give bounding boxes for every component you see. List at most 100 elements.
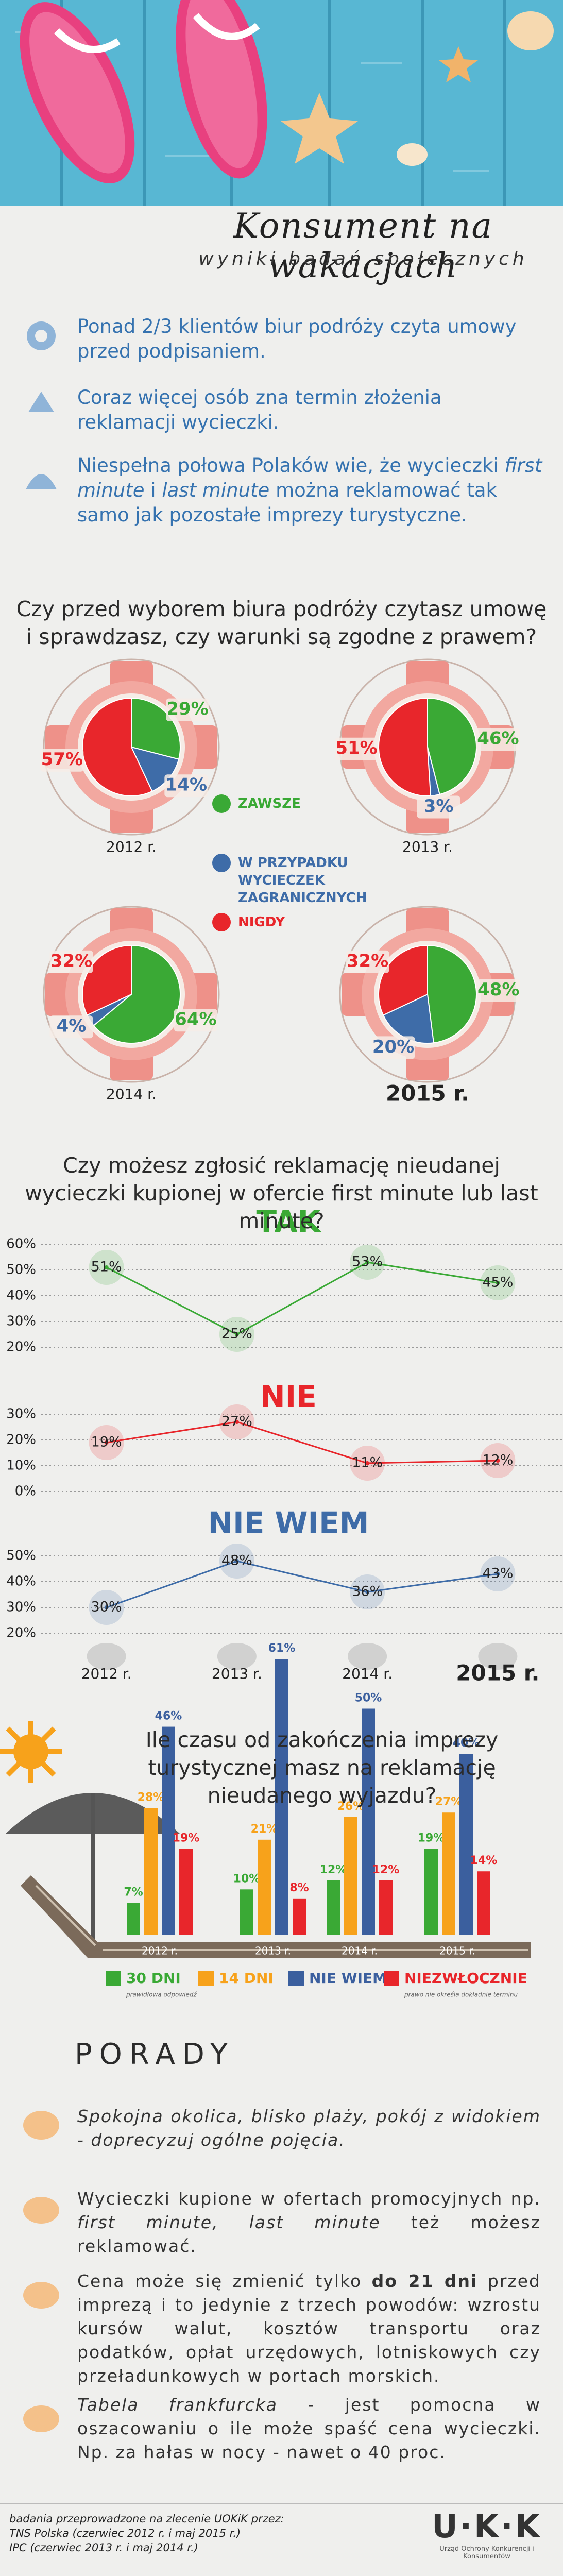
value-label: 8% — [289, 1882, 309, 1894]
tip-text: - jest pomocna w oszacowaniu o ile może … — [77, 2395, 541, 2462]
logo-mark: U·K·K — [432, 2507, 542, 2545]
bar — [127, 1903, 140, 1935]
value-label: 50% — [355, 1692, 382, 1705]
y-tick-label: 30% — [6, 1600, 36, 1615]
bar — [477, 1871, 490, 1935]
shell-icon — [87, 1643, 126, 1670]
y-tick-label: 60% — [6, 1236, 36, 1252]
point — [234, 1420, 239, 1424]
point — [104, 1605, 109, 1609]
label-bg — [49, 950, 93, 973]
footer-line: IPC (czerwiec 2013 r. i maj 2014 r.) — [9, 2541, 198, 2554]
fact: Ponad 2/3 klientów biur podróży czyta um… — [77, 314, 546, 364]
label-bg — [346, 950, 389, 973]
line — [106, 1261, 498, 1335]
fact-text: Niespełna połowa Polaków wie, że wyciecz… — [77, 454, 499, 477]
line — [106, 1560, 498, 1608]
label-bg — [476, 728, 520, 751]
value-label: 12% — [372, 1863, 400, 1876]
legend-label: ZAWSZE — [238, 796, 301, 811]
tip-text: do 21 dni — [371, 2271, 478, 2291]
bar — [442, 1812, 455, 1935]
x-tick-label: 2015 r. — [456, 1660, 539, 1686]
label-bg — [335, 737, 379, 760]
point — [496, 1572, 500, 1576]
ring — [43, 906, 220, 1083]
y-tick-label: 0% — [15, 1484, 36, 1499]
pie-slice — [427, 944, 477, 1044]
value-label: 51% — [91, 1259, 122, 1275]
tip-text: przed imprezą i to jedynie z trzech powo… — [77, 2271, 541, 2386]
legend-label: 30 DNI — [126, 1970, 181, 1987]
legend-swatch — [384, 1971, 399, 1986]
question: Ile czasu od zakończenia imprezy turysty… — [145, 1727, 499, 1808]
ring — [43, 658, 220, 836]
year-label: 2014 r. — [106, 1086, 157, 1103]
legend-label: W PRZYPADKU WYCIECZEK ZAGRANICZNYCH — [238, 855, 367, 906]
bar — [424, 1849, 438, 1935]
bar — [379, 1880, 393, 1935]
y-tick-label: 40% — [6, 1574, 36, 1589]
value-label: 53% — [352, 1254, 383, 1270]
legend-note: prawidłowa odpowiedź — [126, 1991, 197, 1998]
tip-text: Cena może się zmienić tylko — [77, 2271, 362, 2291]
panel-title: NIE — [260, 1379, 317, 1414]
y-tick-label: 40% — [6, 1288, 36, 1303]
fact: Coraz więcej osób zna termin złożenia re… — [77, 385, 546, 435]
value-label: 64% — [175, 1009, 216, 1030]
point — [496, 1281, 500, 1285]
tip-icons — [23, 2111, 59, 2432]
point — [104, 1440, 109, 1445]
tip-text: Wycieczki kupione w ofertach promocyjnyc… — [77, 2189, 541, 2209]
value-label: 32% — [347, 951, 388, 971]
bar — [240, 1889, 253, 1935]
bar — [344, 1817, 357, 1935]
tip-text: Spokojna okolica, blisko plaży, pokój z … — [77, 2106, 541, 2150]
bar — [459, 1754, 473, 1935]
legend-note: prawo nie określa dokładnie terminu — [404, 1991, 518, 1998]
value-label: 43% — [482, 1566, 513, 1582]
value-label: 7% — [124, 1886, 143, 1899]
tip: Cena może się zmienić tylko do 21 dni pr… — [77, 2269, 541, 2388]
tip-text: Tabela frankfurcka — [77, 2395, 278, 2415]
line — [106, 1421, 498, 1464]
point — [234, 1332, 239, 1336]
question: Czy przed wyborem biura podróży czytasz … — [16, 597, 547, 649]
tip: Spokojna okolica, blisko plaży, pokój z … — [77, 2105, 541, 2152]
label-bg — [164, 774, 208, 798]
value-label: 48% — [477, 979, 519, 1000]
bar — [179, 1849, 193, 1935]
legend-label: NIGDY — [238, 914, 285, 930]
label-bg — [40, 749, 84, 772]
bar — [327, 1880, 340, 1935]
value-label: 14% — [165, 775, 207, 795]
value-label: 36% — [352, 1584, 383, 1600]
value-label: 51% — [335, 738, 377, 758]
legend-swatch — [106, 1971, 121, 1986]
title: Konsument na wakacjach — [233, 206, 493, 285]
value-label: 46% — [477, 728, 519, 749]
legend-label: 14 DNI — [219, 1970, 274, 1987]
y-tick-label: 50% — [6, 1548, 36, 1564]
point — [365, 1260, 370, 1264]
year-label: 2015 r. — [386, 1081, 469, 1106]
value-label: 28% — [138, 1791, 165, 1804]
label-bg — [476, 979, 520, 1002]
label-bg — [49, 1015, 93, 1039]
shell-icon — [217, 1643, 257, 1670]
panel-title: NIE WIEM — [208, 1505, 369, 1540]
bar — [275, 1659, 288, 1935]
bar — [258, 1839, 271, 1935]
value-label: 45% — [482, 1275, 513, 1291]
y-tick-label: 20% — [6, 1340, 36, 1355]
fact-icons — [26, 321, 57, 489]
year-label: 2013 r. — [402, 838, 453, 855]
y-tick-label: 50% — [6, 1262, 36, 1278]
label-bg — [417, 795, 460, 819]
tip: Wycieczki kupione w ofertach promocyjnyc… — [77, 2187, 541, 2258]
value-label: 12% — [320, 1863, 347, 1876]
value-label: 19% — [91, 1434, 122, 1450]
y-tick-label: 30% — [6, 1406, 36, 1422]
